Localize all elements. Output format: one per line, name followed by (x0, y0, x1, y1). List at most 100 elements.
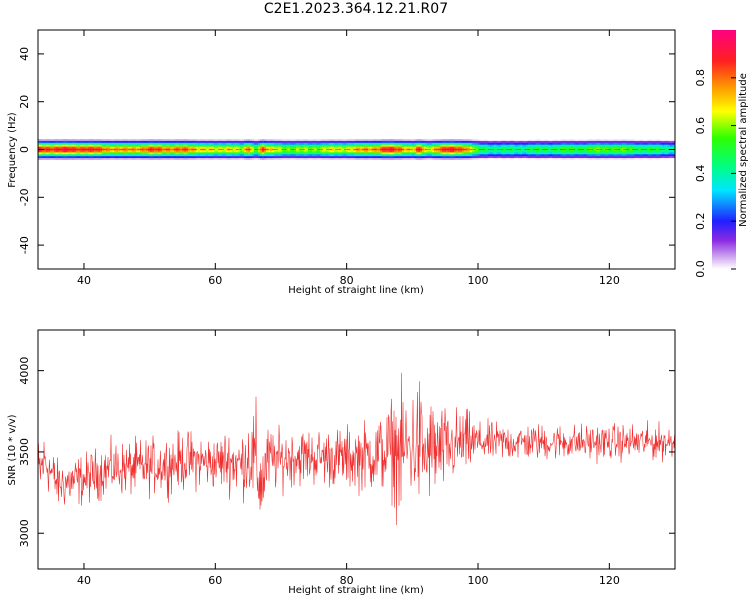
spectrogram-cell (340, 148, 343, 151)
spectrogram-band (38, 138, 675, 161)
spectrogram-cell (90, 148, 93, 151)
top-x-tick-label: 40 (77, 274, 91, 287)
spectrogram-cell (214, 148, 217, 151)
spectrogram-cell (162, 148, 165, 151)
spectrogram-cell (412, 148, 415, 151)
spectrogram-cell (106, 148, 109, 151)
spectrogram-cell (484, 148, 487, 151)
spectrogram-cell (522, 148, 525, 151)
spectrogram-cell (196, 148, 199, 151)
spectrogram-cell (88, 148, 91, 151)
top-x-tick-label: 80 (340, 274, 354, 287)
spectrogram-cell (232, 148, 235, 151)
top-y-axis-label: Frequency (Hz) (7, 112, 18, 188)
spectrogram-cell (558, 148, 561, 151)
spectrogram-cell (72, 148, 75, 151)
spectrogram-cell (584, 148, 587, 151)
spectrogram-cell (250, 148, 253, 151)
spectrogram-cell (612, 148, 615, 151)
top-y-tick-label: 0 (18, 146, 31, 153)
spectrogram-cell (466, 148, 469, 151)
spectrogram-cell (576, 148, 579, 151)
spectrogram-cell (98, 148, 101, 151)
spectrogram-cell (422, 148, 425, 151)
spectrogram-cell (360, 148, 363, 151)
spectrogram-cell (538, 148, 541, 151)
spectrogram-cell (296, 148, 299, 151)
spectrogram-cell (648, 148, 651, 151)
spectrogram-cell (404, 148, 407, 151)
top-y-tick-label: -40 (18, 236, 31, 254)
spectrogram-cell (666, 148, 669, 151)
bottom-y-axis-label: SNR (10 * v/v) (7, 414, 18, 485)
spectrogram-cell (602, 148, 605, 151)
spectrogram-cell (414, 148, 417, 151)
spectrogram-cell (286, 148, 289, 151)
colorbar-tick-label: 0.2 (694, 212, 707, 230)
spectrogram-cell (468, 148, 471, 151)
spectrogram-cell (206, 148, 209, 151)
top-axes: 40 60 80 100 120 -40 -20 0 20 40 (18, 30, 675, 287)
spectrogram-cell (378, 148, 381, 151)
spectrogram-cell (314, 148, 317, 151)
spectrogram-cell (664, 148, 667, 151)
spectrogram-cell (512, 148, 515, 151)
spectrogram-cell (342, 148, 345, 151)
top-x-tick-label: 60 (208, 274, 222, 287)
spectrogram-cell (62, 148, 65, 151)
spectrogram-cell (142, 148, 145, 151)
bottom-x-tick-label: 40 (77, 574, 91, 587)
spectrogram-cell (574, 148, 577, 151)
spectrogram-cell (152, 148, 155, 151)
spectrogram-cell (430, 148, 433, 151)
bottom-plot-frame (37, 329, 676, 570)
bottom-x-tick-label: 100 (467, 574, 488, 587)
bottom-y-tick-label: 4000 (18, 357, 31, 385)
colorbar-gradient (712, 30, 736, 269)
colorbar-tick-label: 0.4 (694, 165, 707, 183)
spectrogram-cell (432, 148, 435, 151)
colorbar-tick-label: 0.0 (694, 260, 707, 278)
bottom-x-tick-label: 120 (599, 574, 620, 587)
spectrogram-cell (656, 148, 659, 151)
spectrogram-cell (530, 148, 533, 151)
spectrogram-cell (216, 148, 219, 151)
spectrogram-cell (134, 148, 137, 151)
colorbar-tick-label: 0.8 (694, 69, 707, 87)
bottom-x-tick-label: 80 (340, 574, 354, 587)
spectrogram-cell (358, 148, 361, 151)
top-y-tick-label: -20 (18, 188, 31, 206)
spectrogram-cell (556, 148, 559, 151)
spectrogram-cell (376, 148, 379, 151)
spectrogram-cell (566, 148, 569, 151)
spectrogram-cell (540, 148, 543, 151)
colorbar-tick-label: 0.6 (694, 117, 707, 135)
top-y-tick-label: 20 (18, 95, 31, 109)
spectrogram-plot: 40 60 80 100 120 -40 -20 0 20 40 Height of straig… (7, 29, 676, 296)
colorbar-label: Normalized spectral amplitude (738, 73, 749, 227)
spectrogram-cell (126, 148, 129, 151)
spectrogram-cell (306, 148, 309, 151)
spectrogram-cell (520, 148, 523, 151)
spectrogram-cell (116, 148, 119, 151)
spectrogram-cell (594, 148, 597, 151)
spectrogram-cell (278, 148, 281, 151)
spectrogram-cell (646, 148, 649, 151)
spectrogram-cell (70, 148, 73, 151)
spectrogram-cell (108, 148, 111, 151)
spectrogram-cell (620, 148, 623, 151)
spectrogram-cell (638, 148, 641, 151)
spectrogram-cell (54, 148, 57, 151)
spectrogram-cell (394, 148, 397, 151)
spectrogram-cell (486, 148, 489, 151)
top-y-tick-label: 40 (18, 47, 31, 61)
spectrogram-cell (592, 148, 595, 151)
spectrogram-cell (448, 148, 451, 151)
colorbar-ticks: 0.0 0.2 0.4 0.6 0.8 (694, 69, 736, 278)
spectrogram-cell (458, 148, 461, 151)
spectrogram-cell (630, 148, 633, 151)
spectrogram-cell (440, 148, 443, 151)
spectrogram-cell (368, 148, 371, 151)
spectrogram-cell (610, 148, 613, 151)
